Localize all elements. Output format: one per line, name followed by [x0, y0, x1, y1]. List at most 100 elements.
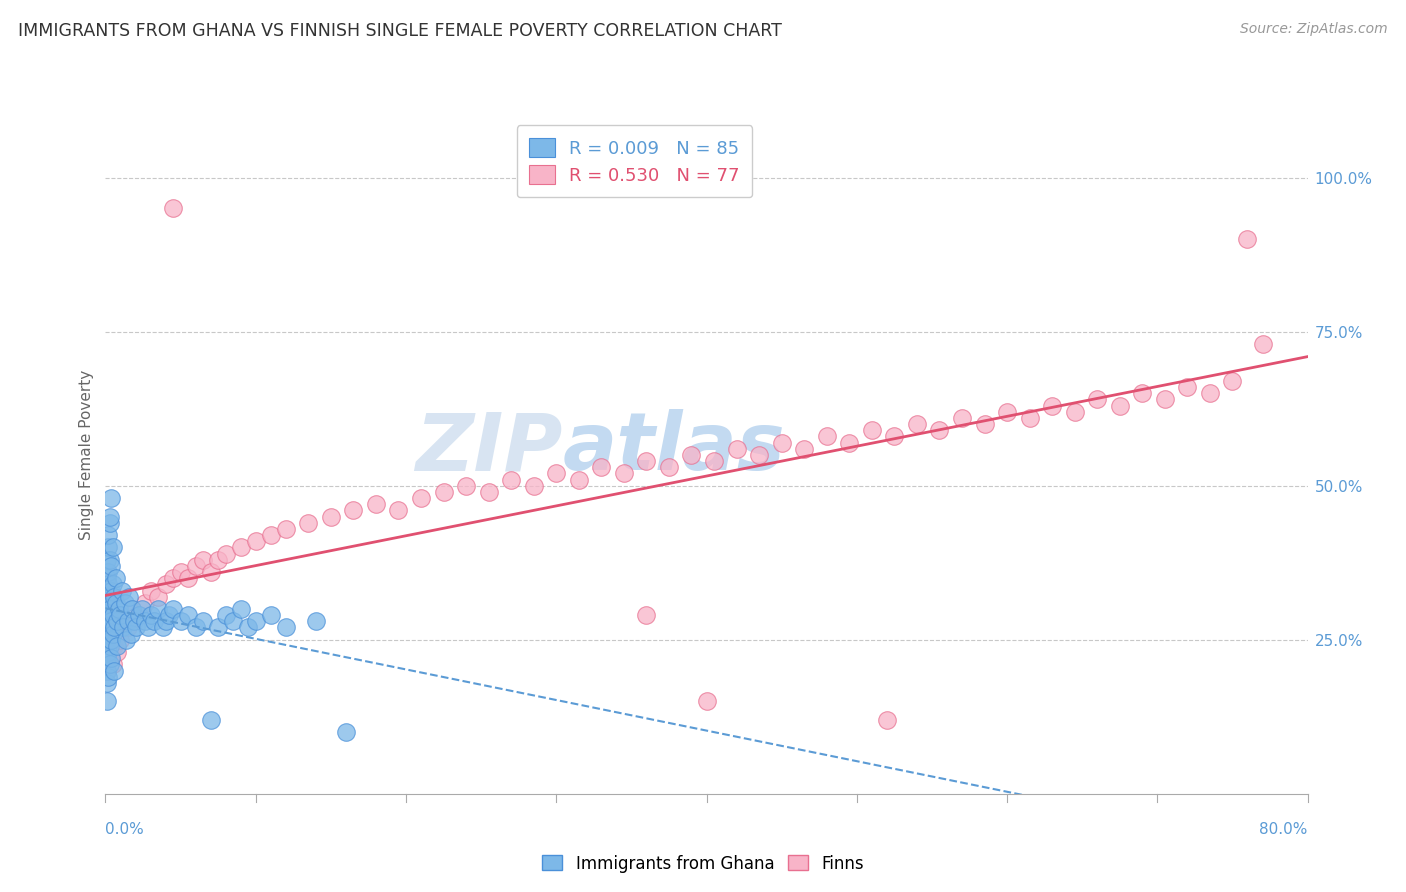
- Point: [128, 608, 150, 623]
- Point: [274, 522, 297, 536]
- Legend: R = 0.009   N = 85, R = 0.530   N = 77: R = 0.009 N = 85, R = 0.530 N = 77: [516, 125, 752, 197]
- Point: [98, 552, 121, 566]
- Point: [97, 645, 120, 659]
- Text: atlas: atlas: [562, 409, 785, 487]
- Point: [184, 558, 207, 573]
- Text: Source: ZipAtlas.com: Source: ZipAtlas.com: [1240, 22, 1388, 37]
- Point: [142, 615, 165, 629]
- Point: [157, 608, 180, 623]
- Point: [98, 620, 121, 634]
- Point: [146, 590, 169, 604]
- Point: [238, 620, 260, 634]
- Point: [96, 590, 118, 604]
- Point: [96, 602, 118, 616]
- Point: [184, 620, 207, 634]
- Legend: Immigrants from Ghana, Finns: Immigrants from Ghana, Finns: [536, 848, 870, 880]
- Point: [613, 467, 636, 481]
- Point: [501, 473, 523, 487]
- Point: [1040, 399, 1063, 413]
- Point: [103, 590, 125, 604]
- Point: [114, 596, 136, 610]
- Point: [162, 602, 184, 616]
- Point: [696, 694, 718, 708]
- Point: [1236, 232, 1258, 246]
- Point: [98, 657, 121, 672]
- Point: [1018, 411, 1040, 425]
- Point: [97, 608, 120, 623]
- Text: ZIP: ZIP: [415, 409, 562, 487]
- Point: [97, 651, 120, 665]
- Point: [177, 571, 200, 585]
- Point: [523, 479, 546, 493]
- Point: [1085, 392, 1108, 407]
- Point: [103, 639, 125, 653]
- Point: [98, 602, 121, 616]
- Point: [1108, 399, 1130, 413]
- Point: [591, 460, 613, 475]
- Point: [364, 497, 387, 511]
- Point: [96, 620, 118, 634]
- Point: [342, 503, 364, 517]
- Point: [136, 620, 159, 634]
- Point: [725, 442, 748, 456]
- Point: [229, 541, 252, 555]
- Point: [155, 577, 177, 591]
- Point: [121, 602, 143, 616]
- Point: [107, 639, 129, 653]
- Point: [162, 202, 184, 216]
- Point: [229, 602, 252, 616]
- Point: [1222, 374, 1244, 388]
- Point: [104, 596, 127, 610]
- Point: [98, 509, 121, 524]
- Point: [96, 694, 118, 708]
- Point: [335, 725, 357, 739]
- Point: [319, 509, 342, 524]
- Point: [97, 577, 120, 591]
- Point: [1063, 405, 1085, 419]
- Point: [96, 632, 118, 647]
- Point: [169, 615, 191, 629]
- Point: [191, 552, 214, 566]
- Point: [995, 405, 1018, 419]
- Point: [146, 602, 169, 616]
- Point: [97, 565, 120, 579]
- Point: [155, 615, 177, 629]
- Point: [222, 615, 245, 629]
- Point: [107, 615, 129, 629]
- Point: [122, 615, 145, 629]
- Point: [214, 547, 236, 561]
- Point: [950, 411, 973, 425]
- Point: [115, 632, 138, 647]
- Point: [97, 626, 120, 640]
- Point: [838, 435, 860, 450]
- Point: [100, 615, 122, 629]
- Text: 0.0%: 0.0%: [105, 822, 145, 837]
- Point: [815, 429, 838, 443]
- Point: [110, 632, 132, 647]
- Point: [103, 664, 125, 678]
- Point: [860, 423, 883, 437]
- Point: [703, 454, 725, 468]
- Point: [96, 571, 118, 585]
- Point: [97, 615, 120, 629]
- Point: [124, 620, 146, 634]
- Point: [112, 620, 135, 634]
- Point: [152, 620, 174, 634]
- Point: [387, 503, 409, 517]
- Point: [770, 435, 793, 450]
- Point: [117, 620, 139, 634]
- Point: [108, 602, 131, 616]
- Point: [134, 596, 156, 610]
- Point: [305, 615, 328, 629]
- Point: [1175, 380, 1198, 394]
- Point: [297, 516, 319, 530]
- Point: [478, 484, 501, 499]
- Point: [131, 602, 153, 616]
- Point: [100, 645, 122, 659]
- Point: [200, 713, 222, 727]
- Point: [100, 651, 122, 665]
- Point: [101, 541, 124, 555]
- Point: [748, 448, 770, 462]
- Point: [214, 608, 236, 623]
- Point: [409, 491, 432, 505]
